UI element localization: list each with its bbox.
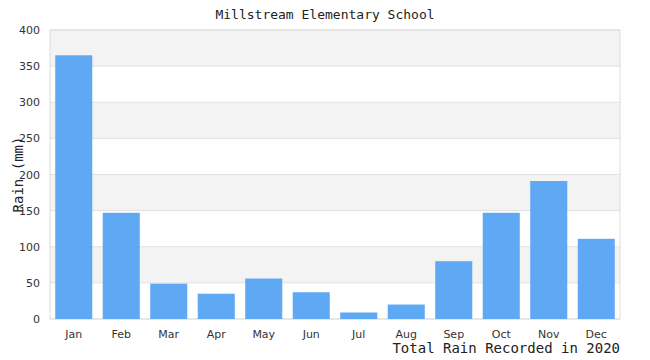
x-tick-label: Apr — [207, 328, 227, 341]
bar — [150, 284, 187, 319]
x-tick-label: Jul — [351, 328, 365, 341]
bar — [388, 305, 425, 319]
x-tick-label: Feb — [112, 328, 131, 341]
y-tick-label: 0 — [33, 313, 40, 326]
bar — [198, 294, 235, 319]
x-tick-label: Mar — [158, 328, 179, 341]
chart-container: 050100150200250300350400JanFebMarAprMayJ… — [0, 0, 650, 360]
bar — [578, 239, 615, 319]
bar — [103, 213, 140, 319]
grid-line — [50, 174, 620, 175]
x-tick-label: Jun — [302, 328, 320, 341]
bars — [55, 55, 615, 319]
grid-line — [50, 138, 620, 139]
bar — [530, 181, 567, 319]
bar — [340, 312, 377, 319]
bar — [483, 213, 520, 319]
y-tick-label: 100 — [19, 241, 40, 254]
grid-band — [50, 30, 620, 66]
bar — [293, 292, 330, 319]
y-tick-label: 350 — [19, 60, 40, 73]
bar — [55, 55, 92, 319]
y-tick-label: 300 — [19, 96, 40, 109]
grid-line — [50, 66, 620, 67]
title: Millstream Elementary School — [215, 7, 434, 22]
bar — [245, 279, 282, 319]
chart-svg: 050100150200250300350400JanFebMarAprMayJ… — [0, 0, 650, 360]
bar — [435, 261, 472, 319]
y-axis-label: Rain (mm) — [10, 137, 26, 213]
grid-line — [50, 102, 620, 103]
y-tick-label: 50 — [26, 277, 40, 290]
x-tick-label: May — [252, 328, 275, 341]
y-tick-label: 400 — [19, 24, 40, 37]
x-tick-label: Jan — [64, 328, 82, 341]
plot-frame — [50, 30, 620, 319]
grid-band — [50, 102, 620, 138]
x-axis-label: Total Rain Recorded in 2020 — [392, 340, 620, 356]
